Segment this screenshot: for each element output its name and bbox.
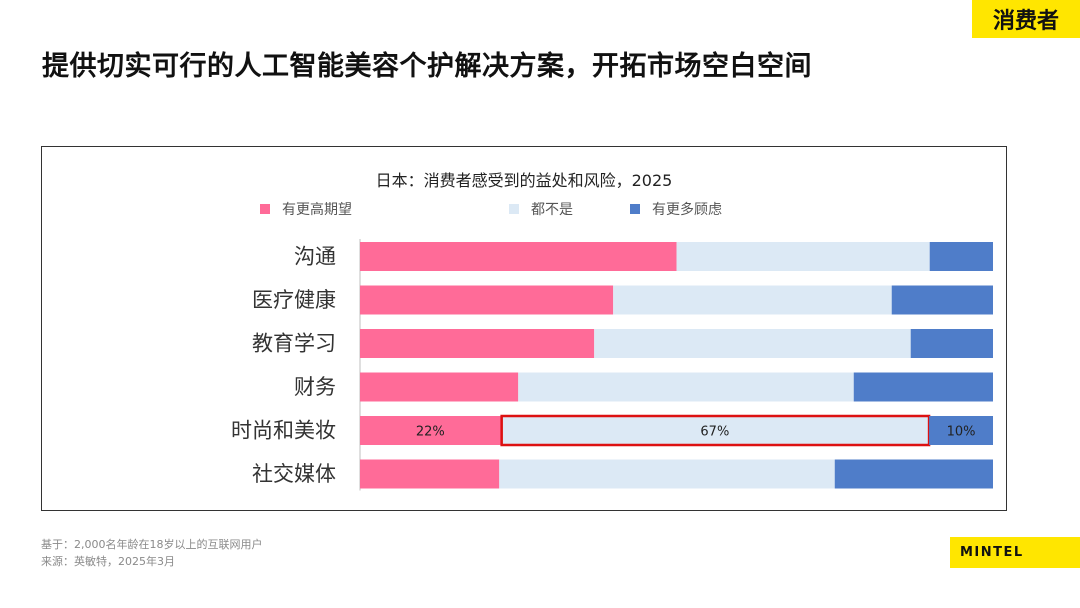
bar-more-expectation (360, 416, 501, 445)
legend-item-neither: 都不是 (509, 199, 573, 219)
category-label: 社交媒体 (252, 462, 336, 486)
bar-neither (499, 459, 835, 489)
footnote: 基于：2,000名年龄在18岁以上的互联网用户 来源：英敏特，2025年3月 (41, 536, 263, 570)
legend-label-more-expectation: 有更高期望 (282, 202, 352, 218)
data-label: 22% (416, 425, 445, 440)
bar-more-concern (853, 372, 993, 402)
chart-legend: 有更高期望 都不是 有更多顾虑 (42, 199, 1006, 219)
category-label: 医疗健康 (252, 288, 336, 312)
bar-neither (518, 372, 854, 402)
bar-neither (676, 242, 930, 271)
bar-more-concern (910, 329, 993, 358)
bar-neither (613, 285, 892, 315)
bar-more-concern (929, 242, 993, 271)
footnote-source: 来源：英敏特，2025年3月 (41, 555, 175, 568)
bar-more-expectation (360, 329, 595, 358)
footnote-base: 基于：2,000名年龄在18岁以上的互联网用户 (41, 538, 263, 551)
chart-frame: 日本：消费者感受到的益处和风险，2025 有更高期望 都不是 有更多顾虑 沟通医… (41, 146, 1007, 511)
category-label: 教育学习 (252, 332, 336, 356)
category-label: 时尚和美妆 (231, 419, 336, 443)
data-label: 67% (700, 425, 729, 440)
chart-title: 日本：消费者感受到的益处和风险，2025 (375, 171, 673, 190)
page-title: 提供切实可行的人工智能美容个护解决方案，开拓市场空白空间 (42, 51, 812, 82)
category-label: 财务 (294, 375, 336, 399)
bar-more-concern (834, 459, 993, 489)
data-label: 10% (947, 425, 976, 440)
legend-label-more-concern: 有更多顾虑 (652, 202, 722, 218)
legend-item-more-expectation: 有更高期望 (260, 199, 352, 219)
bar-neither (594, 329, 911, 358)
bar-more-expectation (360, 242, 677, 271)
category-tag: 消费者 (972, 0, 1080, 38)
legend-label-neither: 都不是 (531, 202, 573, 218)
bar-neither (500, 416, 930, 445)
category-label: 沟通 (294, 245, 336, 269)
legend-swatch-neither (509, 204, 519, 214)
legend-swatch-more-concern (630, 204, 640, 214)
bar-more-concern (891, 285, 993, 315)
bar-more-expectation (360, 459, 500, 489)
bar-more-expectation (360, 285, 614, 315)
bar-more-expectation (360, 372, 519, 402)
legend-item-more-concern: 有更多顾虑 (630, 199, 722, 219)
bar-more-concern (929, 416, 993, 445)
legend-swatch-more-expectation (260, 204, 270, 214)
mintel-logo: MINTEL (950, 537, 1080, 568)
